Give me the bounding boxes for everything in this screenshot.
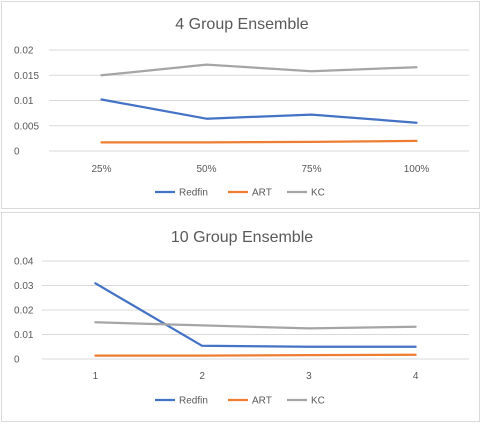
x-tick-label: 1: [93, 371, 99, 382]
y-tick-label: 0.01: [14, 330, 34, 341]
series-line-kc: [94, 321, 417, 330]
legend-label-redfin: Redfin: [179, 396, 208, 407]
y-tick-label: 0.03: [14, 281, 34, 292]
y-tick-label: 0.005: [14, 121, 39, 132]
x-tick-label: 25%: [91, 164, 111, 175]
legend-label-kc: KC: [311, 396, 325, 407]
x-tick-label: 75%: [301, 164, 321, 175]
series-line-kc: [100, 63, 418, 77]
chart-panel-10-group: 10 Group Ensemble 0 0.01 0.02 0.03 0.04 1 2 3 4 Re…: [1, 212, 480, 422]
legend-label-art: ART: [252, 188, 272, 199]
legend-label-kc: KC: [311, 188, 325, 199]
chart-4-group-ensemble: 4 Group Ensemble 0 0.005 0.01 0.015 0.02 25% 50…: [14, 16, 469, 199]
y-tick-label: 0.02: [14, 306, 34, 317]
x-tick-label: 2: [199, 371, 205, 382]
legend-label-art: ART: [252, 396, 272, 407]
y-tick-label: 0.015: [14, 71, 39, 82]
series-line-art: [100, 139, 418, 144]
y-tick-label: 0: [14, 147, 20, 158]
series-line-redfin: [94, 282, 417, 348]
series-line-art: [94, 353, 417, 357]
x-tick-label: 50%: [196, 164, 216, 175]
x-tick-label: 4: [413, 371, 419, 382]
series-line-redfin: [100, 98, 418, 124]
x-tick-label: 100%: [404, 164, 430, 175]
chart-panel-4-group: 4 Group Ensemble 0 0.005 0.01 0.015 0.02 25% 50…: [1, 1, 480, 209]
y-tick-label: 0.01: [14, 96, 34, 107]
y-tick-label: 0.02: [14, 46, 34, 57]
y-tick-label: 0: [14, 355, 20, 366]
chart-title: 4 Group Ensemble: [175, 16, 309, 33]
chart-title: 10 Group Ensemble: [171, 229, 313, 246]
x-tick-label: 3: [306, 371, 312, 382]
y-tick-label: 0.04: [14, 257, 34, 268]
legend-label-redfin: Redfin: [179, 188, 208, 199]
chart-10-group-ensemble: 10 Group Ensemble 0 0.01 0.02 0.03 0.04 1 2 3 4 Re…: [14, 229, 469, 407]
